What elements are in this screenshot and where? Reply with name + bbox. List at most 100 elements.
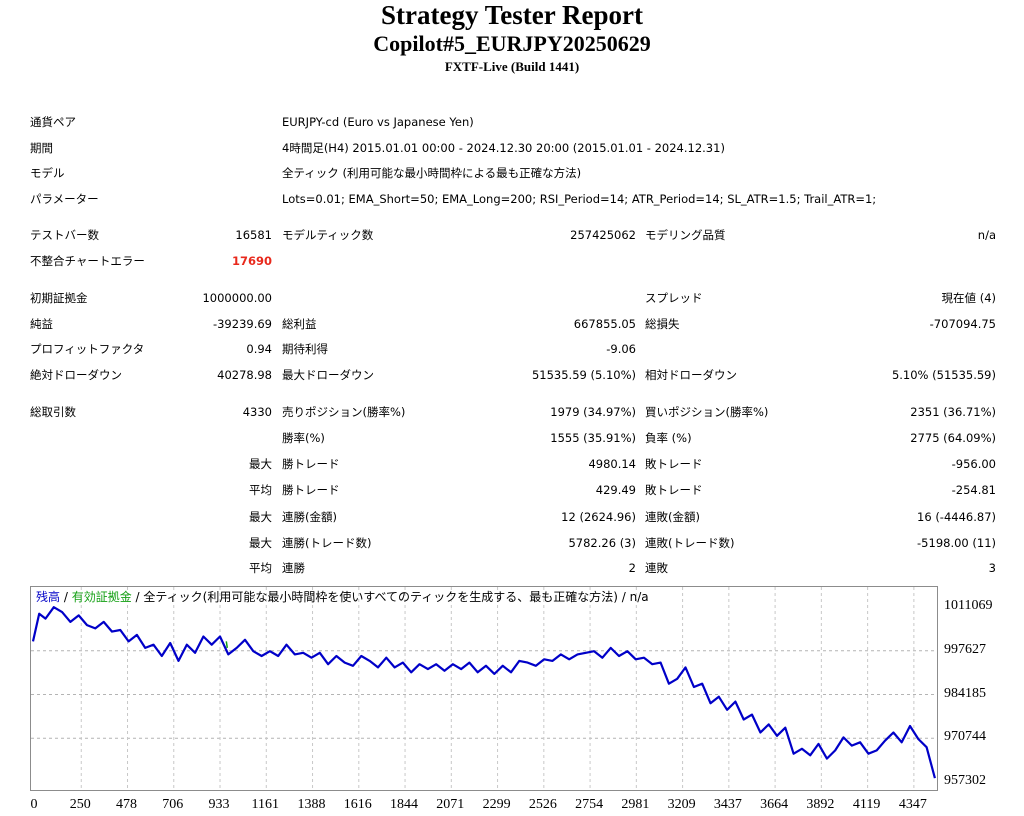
largest-prefix: 最大 [249, 457, 272, 471]
quality-value: n/a [977, 228, 996, 242]
period-label: 期間 [30, 141, 53, 155]
expected-payoff-label: 期待利得 [282, 342, 328, 356]
net-profit-value: -39239.69 [212, 317, 272, 331]
balance-chart [30, 586, 938, 791]
max-consecutive-wins-count-value: 5782.26 (3) [568, 536, 636, 550]
ticks-label: モデルティック数 [282, 228, 374, 242]
absolute-drawdown-label: 絶対ドローダウン [30, 368, 122, 382]
max-consecutive-wins-money-label: 連勝(金額) [282, 510, 337, 524]
x-tick-label: 2071 [436, 797, 465, 812]
legend-separator: / [60, 590, 72, 604]
y-tick-label: 970744 [944, 729, 986, 745]
x-tick-label: 2526 [528, 797, 557, 812]
chart-legend: 残高 / 有効証拠金 / 全ティック(利用可能な最小時間枠を使いすべてのティック… [36, 590, 649, 605]
model-label: モデル [30, 166, 65, 180]
max-drawdown-value: 51535.59 (5.10%) [531, 368, 636, 382]
largest-loss-label: 敗トレード [645, 457, 703, 471]
total-trades-label: 総取引数 [30, 405, 76, 419]
balance-chart-svg [31, 587, 937, 790]
x-tick-label: 1388 [297, 797, 326, 812]
y-tick-label: 997627 [944, 641, 986, 657]
spread-value: 現在値 (4) [941, 291, 996, 305]
x-tick-label: 1844 [390, 797, 419, 812]
average-prefix: 平均 [249, 483, 272, 497]
legend-description: / 全ティック(利用可能な最小時間枠を使いすべてのティックを生成する、最も正確な… [131, 590, 649, 604]
balance-series-line [31, 606, 936, 779]
x-tick-label: 3892 [806, 797, 835, 812]
quality-label: モデリング品質 [645, 228, 726, 242]
profit-factor-label: プロフィットファクタ [30, 342, 145, 356]
report-title: Strategy Tester Report [381, 0, 643, 30]
x-tick-label: 2299 [482, 797, 511, 812]
mismatch-value: 17690 [231, 254, 272, 268]
bars-value: 16581 [235, 228, 272, 242]
relative-drawdown-value: 5.10% (51535.59) [891, 368, 996, 382]
params-value: Lots=0.01; EMA_Short=50; EMA_Long=200; R… [282, 192, 877, 206]
max-consecutive-wins-count-label: 連勝(トレード数) [282, 536, 372, 550]
loss-rate-label: 負率 (%) [645, 431, 692, 445]
deposit-value: 1000000.00 [202, 291, 272, 305]
max-consecutive-losses-count-label: 連敗(トレード数) [645, 536, 735, 550]
loss-rate-value: 2775 (64.09%) [910, 431, 996, 445]
period-value: 4時間足(H4) 2015.01.01 00:00 - 2024.12.30 2… [282, 141, 725, 155]
largest-win-value: 4980.14 [588, 457, 636, 471]
legend-equity: 有効証拠金 [71, 590, 132, 604]
average-win-value: 429.49 [595, 483, 636, 497]
win-rate-label: 勝率(%) [282, 431, 325, 445]
deposit-label: 初期証拠金 [30, 291, 88, 305]
legend-balance: 残高 [36, 590, 61, 604]
average-consecutive-wins-label: 連勝 [282, 561, 305, 575]
params-label: パラメーター [30, 192, 99, 206]
x-tick-label: 4119 [852, 797, 881, 812]
long-positions-value: 2351 (36.71%) [910, 405, 996, 419]
x-tick-label: 706 [162, 797, 184, 812]
x-tick-label: 1616 [343, 797, 372, 812]
symbol-value: EURJPY-cd (Euro vs Japanese Yen) [282, 115, 474, 129]
x-tick-label: 250 [69, 797, 91, 812]
x-tick-label: 933 [208, 797, 230, 812]
total-trades-value: 4330 [242, 405, 272, 419]
mismatch-label: 不整合チャートエラー [30, 254, 145, 268]
x-tick-label: 3209 [667, 797, 696, 812]
model-value: 全ティック (利用可能な最小時間枠による最も正確な方法) [282, 166, 582, 180]
ticks-value: 257425062 [570, 228, 636, 242]
average-consecutive-prefix: 平均 [249, 561, 272, 575]
win-rate-value: 1555 (35.91%) [550, 431, 636, 445]
equity-series-line [225, 641, 229, 649]
x-tick-label: 1161 [251, 797, 280, 812]
average-consecutive-losses-value: 3 [988, 561, 996, 575]
gross-profit-label: 総利益 [282, 317, 317, 331]
x-tick-label: 478 [116, 797, 137, 812]
x-tick-label: 3437 [713, 797, 742, 812]
profit-factor-value: 0.94 [246, 342, 272, 356]
largest-loss-value: -956.00 [951, 457, 996, 471]
gross-loss-value: -707094.75 [929, 317, 996, 331]
gross-profit-value: 667855.05 [573, 317, 636, 331]
y-tick-label: 984185 [944, 685, 986, 701]
absolute-drawdown-value: 40278.98 [217, 368, 272, 382]
gross-loss-label: 総損失 [645, 317, 680, 331]
server-build: FXTF-Live (Build 1441) [444, 59, 580, 74]
largest-win-label: 勝トレード [282, 457, 340, 471]
max-drawdown-label: 最大ドローダウン [282, 368, 374, 382]
max-consecutive-losses-count-value: -5198.00 (11) [917, 536, 996, 550]
max-consecutive-count-prefix: 最大 [249, 536, 272, 550]
symbol-label: 通貨ペア [30, 115, 76, 129]
short-positions-label: 売りポジション(勝率%) [282, 405, 406, 419]
average-consecutive-losses-label: 連敗 [645, 561, 668, 575]
max-consecutive-wins-money-value: 12 (2624.96) [561, 510, 636, 524]
max-consecutive-losses-money-label: 連敗(金額) [645, 510, 700, 524]
x-tick-label: 3664 [760, 797, 789, 812]
x-tick-label: 2981 [621, 797, 650, 812]
report-subtitle: Copilot#5_EURJPY20250629 [373, 31, 651, 56]
short-positions-value: 1979 (34.97%) [550, 405, 636, 419]
average-win-label: 勝トレード [282, 483, 340, 497]
x-tick-label: 0 [30, 797, 38, 812]
bars-label: テストバー数 [30, 228, 99, 242]
net-profit-label: 純益 [30, 317, 53, 331]
max-consecutive-losses-money-value: 16 (-4446.87) [917, 510, 996, 524]
spread-label: スプレッド [645, 291, 703, 305]
y-tick-label: 1011069 [944, 598, 993, 613]
average-consecutive-wins-value: 2 [628, 561, 636, 575]
average-loss-value: -254.81 [951, 483, 996, 497]
